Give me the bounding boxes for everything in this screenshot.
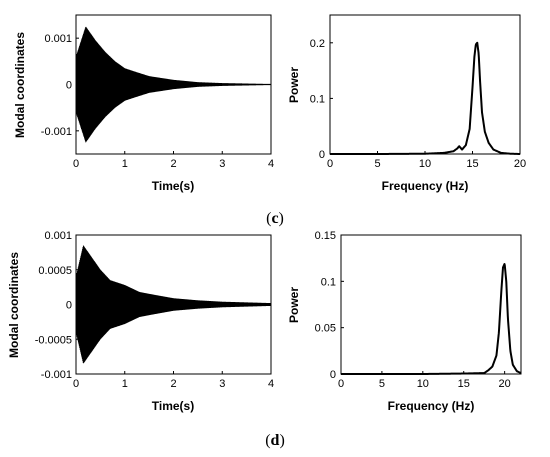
ytick-label: 0.0005 bbox=[38, 265, 72, 277]
ylabel-c-freq: Power bbox=[287, 67, 301, 103]
xtick-label: 1 bbox=[122, 378, 128, 390]
xtick-label: 1 bbox=[122, 158, 128, 170]
xtick-label: 20 bbox=[514, 158, 526, 170]
xtick-label: 0 bbox=[338, 378, 344, 390]
ytick-label: 0.05 bbox=[315, 323, 336, 335]
ytick-label: 0 bbox=[66, 300, 72, 312]
caption-d: (d) bbox=[265, 432, 285, 449]
xtick-label: 10 bbox=[417, 378, 429, 390]
spectrum-line bbox=[329, 41, 521, 155]
plot-frame-d-freq bbox=[340, 234, 522, 375]
ytick-label: -0.001 bbox=[41, 126, 72, 138]
ytick-label: 0.2 bbox=[310, 38, 325, 50]
spectrum-line bbox=[340, 263, 522, 375]
xlabel-d-freq: Frequency (Hz) bbox=[388, 399, 475, 413]
ylabel-c-time: Modal coordinates bbox=[13, 32, 27, 138]
ytick-label: 0.001 bbox=[44, 33, 72, 45]
xtick-label: 3 bbox=[219, 378, 225, 390]
xtick-label: 15 bbox=[466, 158, 478, 170]
xtick-label: 15 bbox=[458, 378, 470, 390]
signal-line bbox=[75, 26, 272, 143]
xtick-label: 5 bbox=[374, 158, 380, 170]
xtick-label: 2 bbox=[170, 378, 176, 390]
ytick-label: 0 bbox=[66, 80, 72, 92]
xtick-label: 3 bbox=[219, 158, 225, 170]
ytick-label: 0.1 bbox=[321, 276, 336, 288]
ytick-label: -0.001 bbox=[41, 369, 72, 381]
xtick-label: 10 bbox=[419, 158, 431, 170]
caption-c: (c) bbox=[266, 210, 284, 227]
xtick-label: 0 bbox=[327, 158, 333, 170]
xtick-label: 5 bbox=[379, 378, 385, 390]
ytick-label: 0.1 bbox=[310, 93, 325, 105]
axes-c-time: 0 1 2 3 4 -0.001 0 0.001 Time(s) Modal coordina… bbox=[13, 14, 274, 193]
xtick-label: 2 bbox=[170, 158, 176, 170]
series-c-freq: 0 5 10 15 20 0 0.1 0.2 bbox=[310, 38, 526, 170]
axes-d-freq: 0 5 10 15 20 0 0.05 0.1 0.15 Frequency (Hz) Powe… bbox=[287, 230, 522, 413]
xtick-label: 4 bbox=[268, 378, 274, 390]
ytick-label: 0.001 bbox=[44, 230, 72, 242]
axes-c-freq: 0 5 10 15 20 0 0.1 0.2 Frequency (Hz) Power bbox=[287, 14, 526, 193]
xlabel-d-time: Time(s) bbox=[152, 399, 194, 413]
ytick-label: -0.0005 bbox=[35, 334, 72, 346]
signal-line bbox=[75, 245, 272, 364]
ytick-label: 0 bbox=[330, 369, 336, 381]
xtick-label: 20 bbox=[499, 378, 511, 390]
series-d-time: 0 1 2 3 4 -0.001 -0.0005 0 0.0005 0.001 bbox=[35, 230, 274, 390]
series-c-time: 0 1 2 3 4 -0.001 0 0.001 bbox=[41, 26, 274, 170]
series-d-freq: 0 5 10 15 20 0 0.05 0.1 0.15 bbox=[315, 230, 522, 390]
xtick-label: 0 bbox=[73, 378, 79, 390]
ylabel-d-freq: Power bbox=[287, 287, 301, 323]
ytick-label: 0.15 bbox=[315, 230, 336, 242]
axes-d-time: 0 1 2 3 4 -0.001 -0.0005 0 0.0005 0.001 Time(s) M… bbox=[7, 230, 274, 413]
xlabel-c-time: Time(s) bbox=[152, 179, 194, 193]
plot-frame-c-freq bbox=[329, 14, 521, 155]
xtick-label: 0 bbox=[73, 158, 79, 170]
ylabel-d-time: Modal coordinates bbox=[7, 252, 21, 358]
ytick-label: 0 bbox=[319, 149, 325, 161]
xlabel-c-freq: Frequency (Hz) bbox=[382, 179, 469, 193]
xtick-label: 4 bbox=[268, 158, 274, 170]
